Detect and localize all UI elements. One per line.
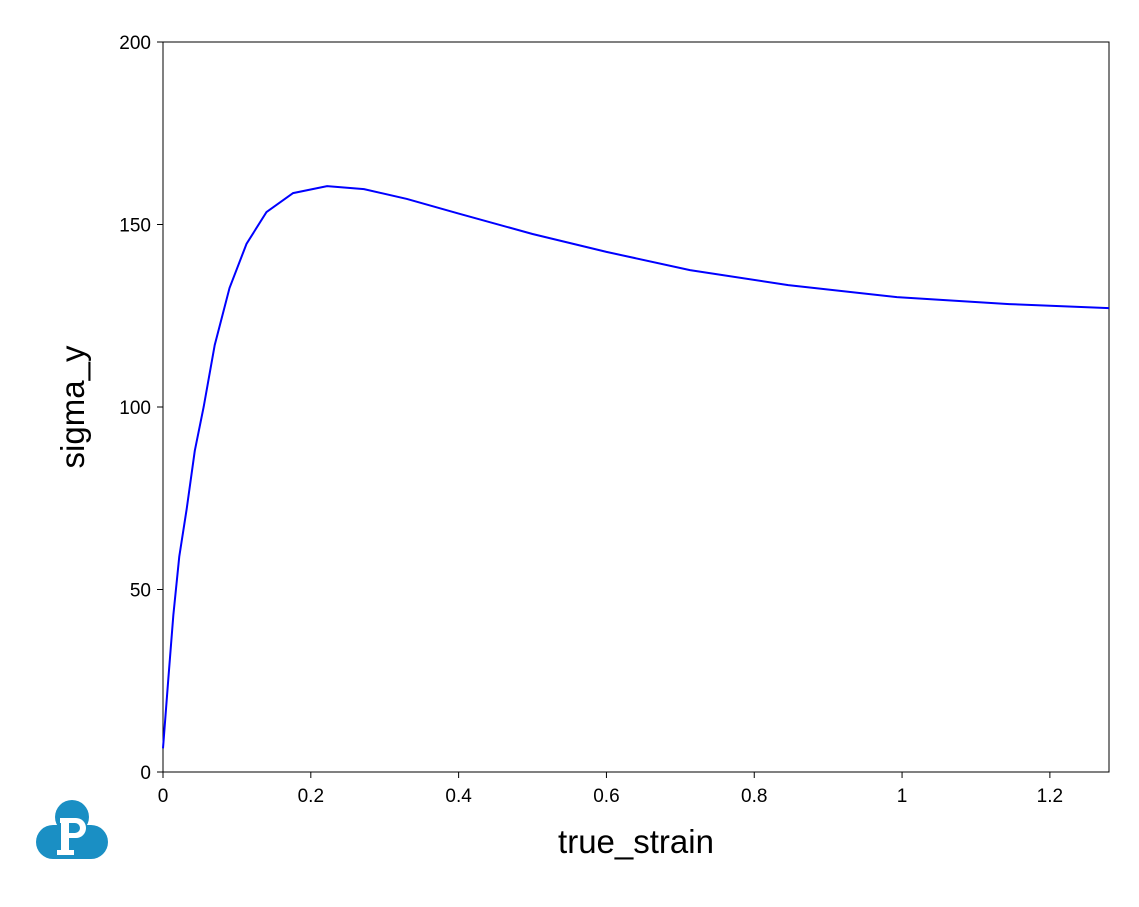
y-tick-label: 150 bbox=[119, 216, 151, 237]
y-axis-title: sigma_y bbox=[54, 345, 91, 468]
data-line bbox=[162, 185, 1110, 749]
x-tick-label: 0.2 bbox=[298, 786, 324, 807]
logo bbox=[36, 800, 108, 859]
x-tick-label: 0.8 bbox=[741, 786, 767, 807]
x-tick-label: 1.2 bbox=[1037, 786, 1063, 807]
x-tick-label: 0.6 bbox=[593, 786, 619, 807]
x-tick-label: 0 bbox=[158, 786, 169, 807]
x-axis-title: true_strain bbox=[558, 823, 714, 860]
x-tick-label: 1 bbox=[897, 786, 908, 807]
x-tick-label: 0.4 bbox=[445, 786, 472, 807]
y-tick-label: 0 bbox=[140, 763, 151, 784]
plot-frame bbox=[162, 41, 1110, 773]
y-tick-label: 50 bbox=[130, 581, 151, 602]
y-tick-label: 100 bbox=[119, 398, 151, 419]
y-tick-label: 200 bbox=[119, 33, 151, 54]
